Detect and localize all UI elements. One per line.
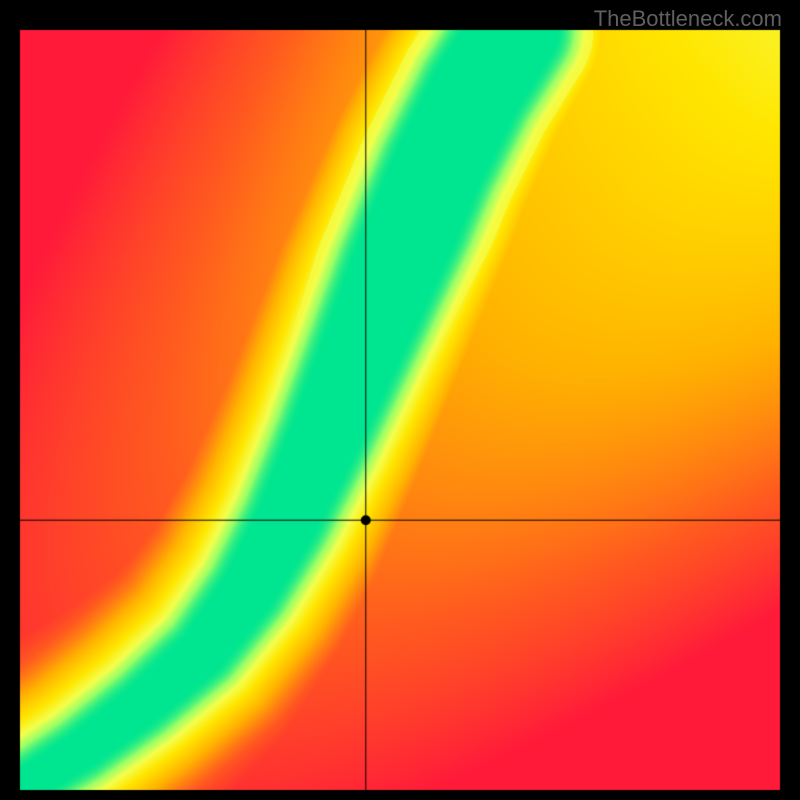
chart-container: TheBottleneck.com bbox=[0, 0, 800, 800]
heatmap-canvas bbox=[0, 0, 800, 800]
watermark-text: TheBottleneck.com bbox=[594, 6, 782, 32]
